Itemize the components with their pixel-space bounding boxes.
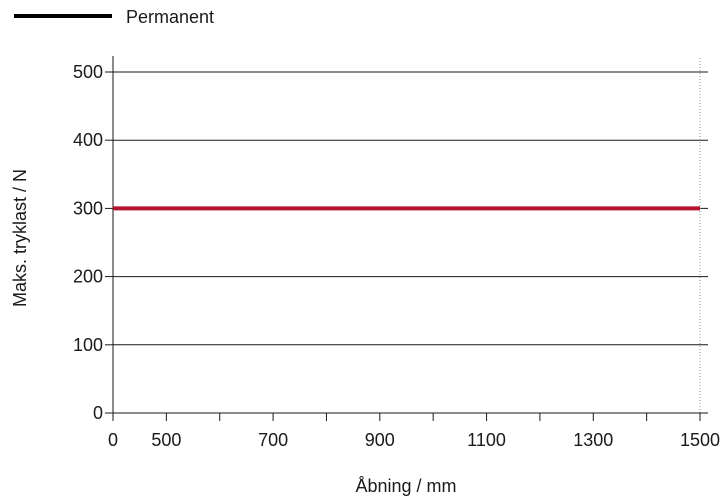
x-tick-label-700: 700	[258, 430, 288, 450]
y-axis-ticks: 0 100 200 300 400 500	[73, 62, 113, 423]
y-tick-label-100: 100	[73, 335, 103, 355]
y-axis-title: Maks. tryklast / N	[10, 169, 30, 307]
y-tick-label-0: 0	[93, 403, 103, 423]
legend: Permanent	[14, 7, 214, 27]
x-axis-ticks: 0 500 700 900 1100 1300 1500	[108, 413, 720, 450]
y-tick-label-200: 200	[73, 267, 103, 287]
axes	[112, 56, 708, 421]
x-axis-title: Åbning / mm	[355, 476, 456, 496]
x-tick-label-1300: 1300	[573, 430, 613, 450]
x-tick-label-1500: 1500	[680, 430, 720, 450]
y-tick-label-300: 300	[73, 198, 103, 218]
x-tick-label-1100: 1100	[467, 430, 506, 450]
y-tick-label-400: 400	[73, 130, 103, 150]
legend-label-permanent: Permanent	[126, 7, 214, 27]
y-tick-label-500: 500	[73, 62, 103, 82]
x-tick-label-900: 900	[365, 430, 395, 450]
x-tick-label-500: 500	[151, 430, 181, 450]
x-tick-label-0: 0	[108, 430, 118, 450]
